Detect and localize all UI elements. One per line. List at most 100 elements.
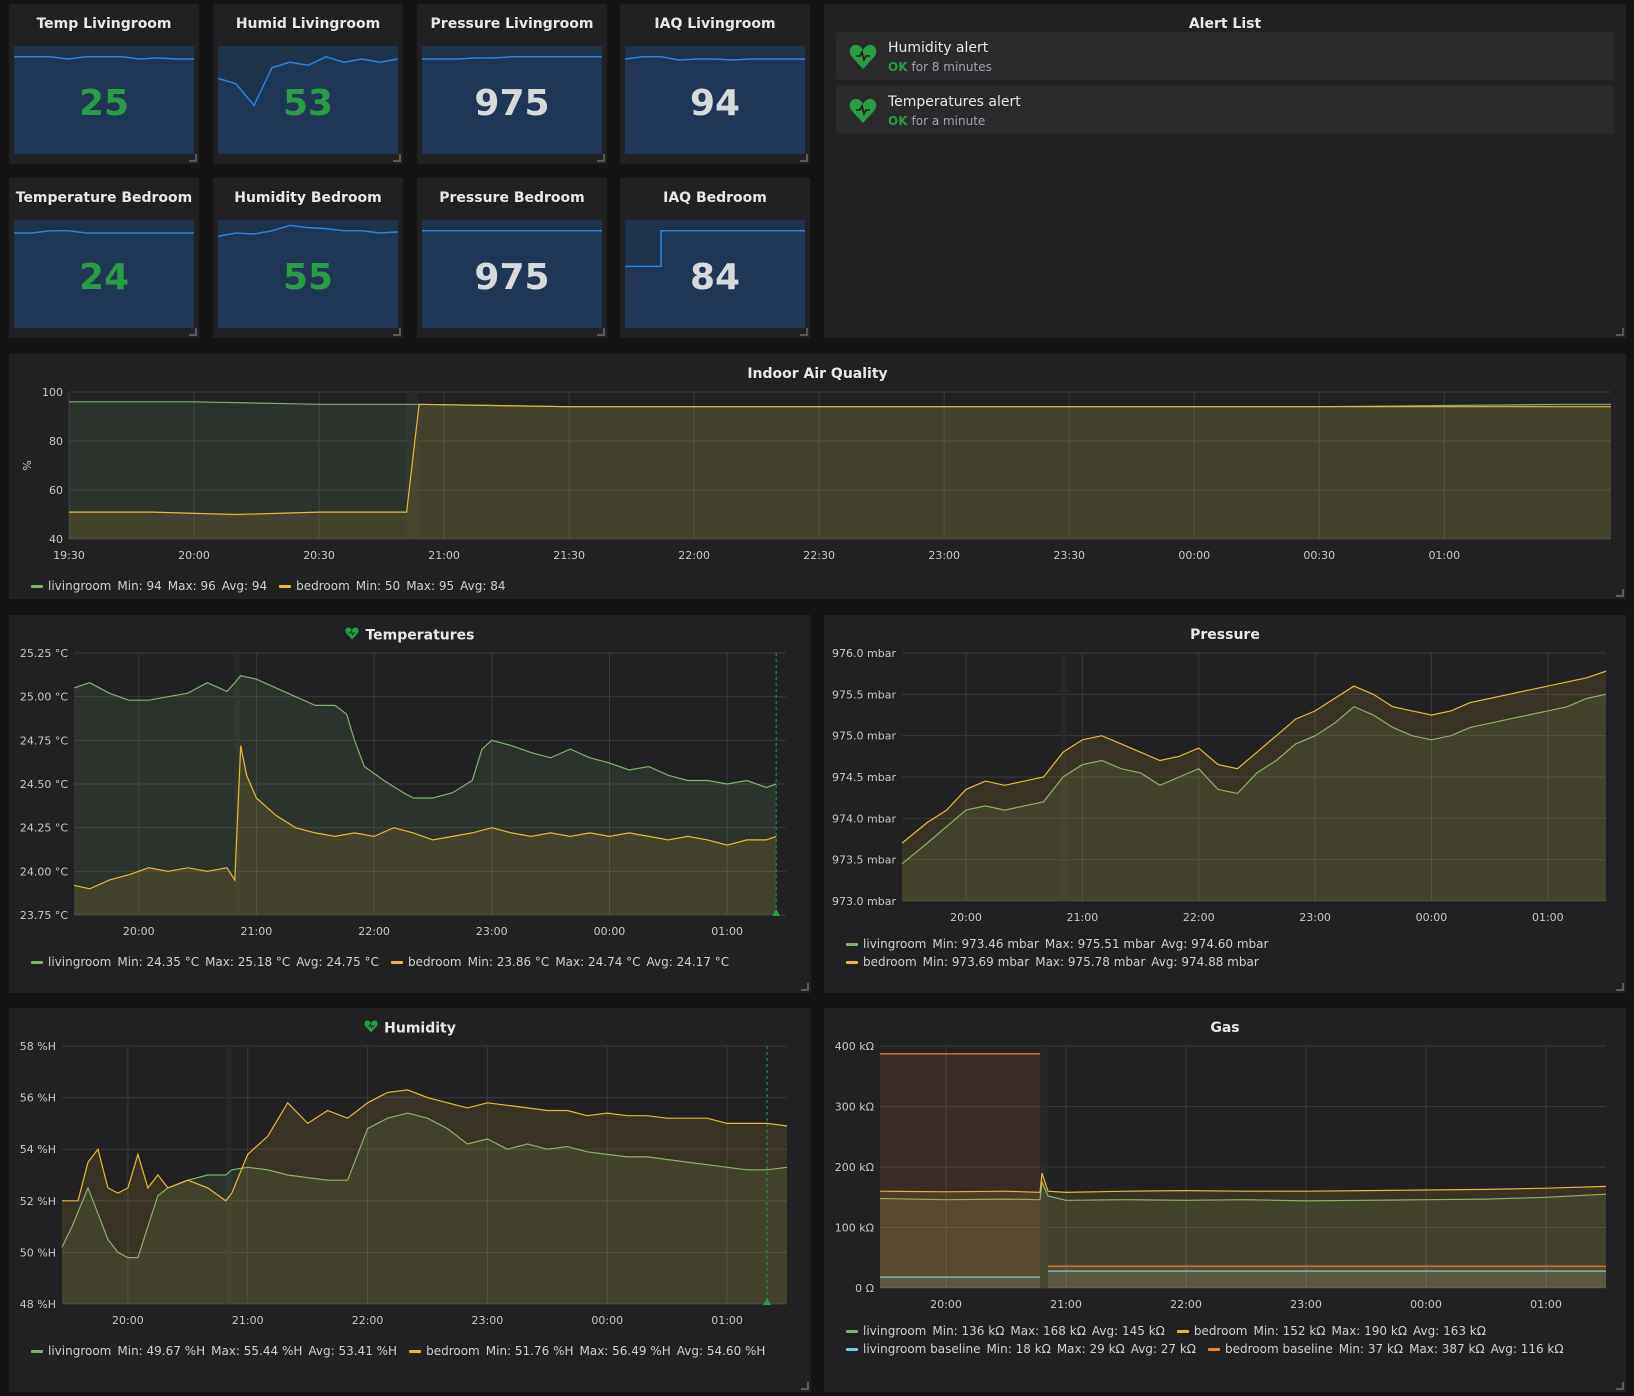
legend-item[interactable]: bedroom Min: 23.86 °C Max: 24.74 °C Avg: 24… (390, 955, 730, 969)
sparkline (625, 230, 805, 328)
resize-handle[interactable] (1616, 1382, 1624, 1390)
legend-item[interactable]: livingroom Min: 973.46 mbar Max: 975.51 mb… (846, 937, 1268, 951)
legend-item[interactable]: livingroom Min: 24.35 °C Max: 25.18 °C Avg:… (31, 955, 379, 969)
y-tick-label: 24.00 °C (20, 865, 68, 878)
legend-item[interactable]: livingroom Min: 49.67 %H Max: 55.44 %H Avg:… (31, 1344, 397, 1358)
stat-value: 975 (474, 82, 550, 124)
legend-swatch (846, 1330, 858, 1333)
legend-max: Max: 975.78 mbar (1035, 955, 1146, 969)
stat-sparkline-area: 53 (218, 46, 398, 154)
series-area (880, 1277, 1040, 1288)
stat-title: Humidity Bedroom (234, 190, 382, 206)
x-tick-label: 20:30 (303, 549, 335, 562)
y-tick-label: 974.0 mbar (832, 812, 896, 825)
resize-handle[interactable] (1616, 328, 1624, 336)
series-area (880, 1173, 1606, 1288)
alert-name: Temperatures alert (888, 94, 1021, 110)
x-tick-label: 01:00 (1428, 549, 1460, 562)
series-area (902, 671, 1606, 901)
alert-item[interactable]: Humidity alert OK for 8 minutes (836, 32, 1614, 80)
resize-handle[interactable] (800, 328, 808, 336)
alert-item[interactable]: Temperatures alert OK for a minute (836, 86, 1614, 134)
legend-series-name: livingroom (863, 937, 927, 951)
x-tick-label: 21:00 (1067, 911, 1099, 924)
series-line-bedroom (69, 403, 1611, 516)
resize-handle[interactable] (800, 154, 808, 162)
legend-item[interactable]: livingroom Min: 136 kΩ Max: 168 kΩ Avg: 145… (846, 1324, 1165, 1338)
chart-legend: livingroom Min: 49.67 %H Max: 55.44 %H Avg:… (31, 1344, 777, 1358)
legend-min: Min: 50 (355, 579, 401, 593)
resize-handle[interactable] (597, 328, 605, 336)
y-tick-label: 973.0 mbar (832, 895, 896, 908)
legend-item[interactable]: bedroom Min: 973.69 mbar Max: 975.78 mbar A… (846, 955, 1259, 969)
x-tick-label: 23:00 (476, 925, 508, 938)
y-tick-label: 976.0 mbar (832, 647, 896, 660)
resize-handle[interactable] (801, 983, 809, 991)
stat-sparkline-area: 24 (14, 220, 194, 328)
legend-item[interactable]: bedroom Min: 152 kΩ Max: 190 kΩ Avg: 163 kΩ (1176, 1324, 1486, 1338)
legend-swatch (1207, 1348, 1220, 1351)
x-tick-label: 20:00 (930, 1298, 962, 1311)
stat-sparkline-area: 975 (422, 46, 602, 154)
alert-heart-icon (364, 1020, 378, 1037)
series-line-bedroom (62, 1089, 788, 1202)
stat-sparkline-area: 975 (422, 220, 602, 328)
legend-avg: Avg: 94 (221, 579, 268, 593)
temperatures-graph-panel: Temperatures 23.75 °C 24.00 °C 24.25 °C 24.5… (9, 615, 811, 993)
annotation-marker (763, 1298, 772, 1305)
legend-swatch (390, 961, 403, 964)
resize-handle[interactable] (801, 1382, 809, 1390)
legend-item[interactable]: livingroom Min: 94 Max: 96 Avg: 94 (31, 579, 267, 593)
legend-swatch (279, 585, 292, 588)
legend-swatch (1176, 1330, 1189, 1333)
y-tick-label: 23.75 °C (20, 909, 68, 922)
y-tick-label: 54 %H (20, 1143, 56, 1156)
resize-handle[interactable] (393, 154, 401, 162)
series-area (74, 675, 777, 915)
legend-swatch (409, 1350, 422, 1353)
x-tick-label: 21:30 (553, 549, 585, 562)
resize-handle[interactable] (189, 328, 197, 336)
legend-item[interactable]: bedroom Min: 51.76 %H Max: 56.49 %H Avg: 54… (409, 1344, 765, 1358)
y-tick-label: 25.00 °C (20, 691, 68, 704)
stat-title: IAQ Bedroom (663, 190, 767, 206)
chart-legend: livingroom Min: 973.46 mbar Max: 975.51 mb… (846, 937, 1280, 951)
series-area (62, 1113, 787, 1304)
x-tick-label: 20:00 (950, 911, 982, 924)
resize-handle[interactable] (1616, 983, 1624, 991)
x-tick-label: 21:00 (241, 925, 273, 938)
y-tick-label: 975.0 mbar (832, 730, 896, 743)
legend-item[interactable]: bedroom Min: 50 Max: 95 Avg: 84 (279, 579, 505, 593)
legend-avg: Avg: 24.17 °C (646, 955, 730, 969)
stat-value: 53 (282, 82, 334, 124)
alert-heart-icon (345, 627, 360, 644)
stat-panel: IAQ Livingroom 94 (620, 4, 810, 164)
resize-handle[interactable] (189, 154, 197, 162)
resize-handle[interactable] (597, 154, 605, 162)
stat-title: Pressure Bedroom (439, 190, 585, 206)
x-tick-label: 22:00 (678, 549, 710, 562)
legend-avg: Avg: 27 kΩ (1130, 1342, 1196, 1356)
legend-item[interactable]: bedroom baseline Min: 37 kΩ Max: 387 kΩ Avg… (1207, 1342, 1564, 1356)
legend-series-name: livingroom (48, 955, 112, 969)
gas-graph-panel: Gas 0 Ω 100 kΩ 200 kΩ 300 kΩ 400 kΩ 20:00 21:00… (824, 1008, 1626, 1392)
panel-title: Gas (824, 1020, 1626, 1036)
stat-title: Pressure Livingroom (430, 16, 594, 32)
heart-icon (849, 44, 877, 70)
data-gap (225, 1046, 232, 1304)
sparkline (218, 55, 398, 154)
x-tick-label: 19:30 (53, 549, 85, 562)
alert-state: OK for 8 minutes (888, 60, 992, 74)
legend-series-name: bedroom (1193, 1324, 1248, 1338)
alert-list-panel: Alert List Humidity alert OK for 8 minutes… (824, 4, 1626, 338)
resize-handle[interactable] (393, 328, 401, 336)
y-tick-label: 24.75 °C (20, 734, 68, 747)
resize-handle[interactable] (1616, 589, 1624, 597)
legend-series-name: livingroom (863, 1324, 927, 1338)
legend-min: Min: 18 kΩ (986, 1342, 1051, 1356)
sparkline (14, 230, 194, 328)
y-tick-label: 52 %H (20, 1195, 56, 1208)
x-tick-label: 01:00 (1532, 911, 1564, 924)
legend-item[interactable]: livingroom baseline Min: 18 kΩ Max: 29 kΩ A… (846, 1342, 1196, 1356)
legend-avg: Avg: 974.88 mbar (1151, 955, 1259, 969)
